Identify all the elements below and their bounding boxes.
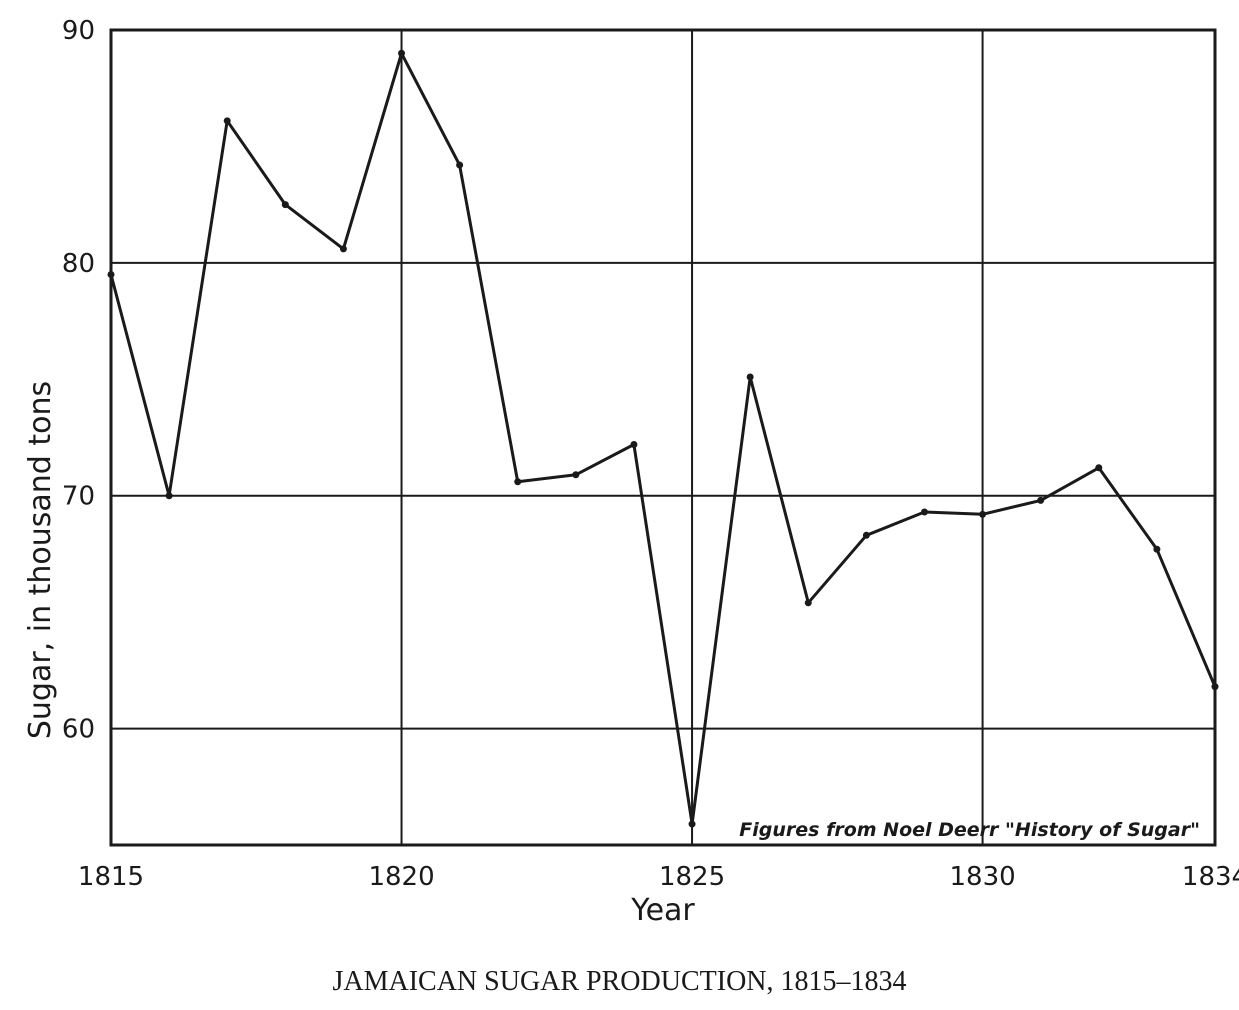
series-line <box>109 51 1217 826</box>
x-axis-label: Year <box>630 893 695 928</box>
data-point-1821 <box>456 161 464 169</box>
data-point-1824 <box>630 440 638 448</box>
tick-labels: 60 70 80 90 1815 1820 1825 1830 1834 <box>62 16 1239 892</box>
data-point-1826 <box>746 373 754 381</box>
data-point-1825 <box>688 820 696 828</box>
figure-caption: JAMAICAN SUGAR PRODUCTION, 1815–1834 <box>332 966 907 997</box>
data-points <box>107 49 1219 828</box>
data-point-1830 <box>979 510 987 518</box>
data-point-1823 <box>572 471 580 479</box>
y-tick-label-70: 70 <box>62 482 95 512</box>
line-chart: 60 70 80 90 1815 1820 1825 1830 1834 Year Sugar,… <box>23 16 1239 928</box>
data-point-1818 <box>281 201 289 209</box>
data-point-1815 <box>107 271 115 278</box>
plot-frame <box>109 28 1217 847</box>
x-tick-label-1815: 1815 <box>78 862 144 892</box>
data-point-1829 <box>920 508 928 516</box>
data-point-1816 <box>165 492 173 500</box>
data-point-1834 <box>1211 683 1219 691</box>
data-point-1820 <box>398 49 406 57</box>
y-tick-label-90: 90 <box>62 16 95 46</box>
data-point-1831 <box>1037 496 1045 504</box>
data-point-1833 <box>1153 545 1161 553</box>
y-axis-label: Sugar, in thousand tons <box>23 381 58 739</box>
x-tick-label-1820: 1820 <box>368 862 434 892</box>
source-annotation: Figures from Noel Deerr "History of Suga… <box>739 819 1200 841</box>
data-point-1817 <box>223 117 231 125</box>
x-tick-label-1825: 1825 <box>659 862 725 892</box>
gridlines <box>110 29 1216 845</box>
data-point-1832 <box>1095 464 1103 472</box>
data-point-1828 <box>862 531 870 539</box>
x-tick-label-1830: 1830 <box>949 862 1015 892</box>
y-tick-label-80: 80 <box>62 249 95 279</box>
data-point-1827 <box>804 599 812 607</box>
data-point-1822 <box>514 478 522 486</box>
x-tick-label-1834: 1834 <box>1182 862 1239 892</box>
y-tick-label-60: 60 <box>62 715 95 745</box>
data-point-1819 <box>339 245 347 253</box>
